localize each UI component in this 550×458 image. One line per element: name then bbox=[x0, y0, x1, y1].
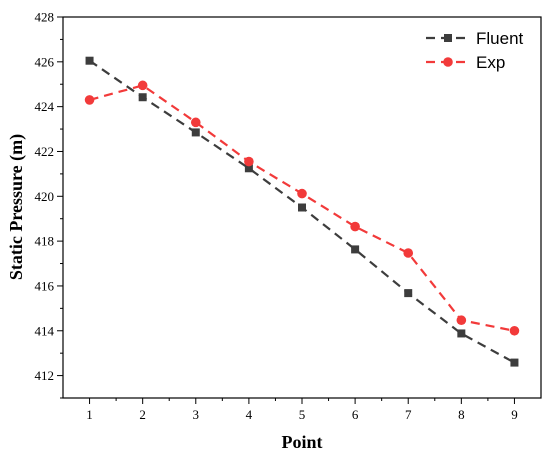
data-point-exp bbox=[509, 325, 520, 336]
data-point-fluent bbox=[244, 164, 253, 173]
x-tick-label: 3 bbox=[193, 407, 200, 422]
x-tick-label: 7 bbox=[405, 407, 412, 422]
data-point-exp bbox=[403, 248, 414, 258]
x-tick-label: 9 bbox=[511, 407, 518, 422]
legend-label-fluent: Fluent bbox=[476, 29, 524, 48]
y-axis: 412 414 416 418 420 422 424 426 428 bbox=[35, 10, 63, 399]
y-tick-label: 418 bbox=[35, 234, 55, 249]
y-tick-label: 426 bbox=[35, 54, 55, 69]
data-point-fluent bbox=[510, 358, 519, 367]
x-tick-label: 5 bbox=[299, 407, 306, 422]
data-point-fluent bbox=[404, 289, 413, 298]
data-point-exp bbox=[190, 117, 201, 128]
y-tick-label: 420 bbox=[35, 189, 55, 204]
series-layer bbox=[84, 56, 520, 367]
data-point-fluent bbox=[85, 56, 94, 65]
x-tick-label: 4 bbox=[246, 407, 253, 422]
legend-marker-exp bbox=[443, 57, 453, 67]
y-tick-label: 412 bbox=[35, 368, 55, 383]
legend-marker-fluent bbox=[444, 34, 452, 42]
data-point-fluent bbox=[457, 329, 466, 338]
data-point-exp bbox=[350, 221, 360, 232]
x-axis: 1 2 3 4 5 6 7 8 9 bbox=[86, 398, 518, 422]
x-tick-label: 8 bbox=[458, 407, 465, 422]
series-line-fluent bbox=[88, 59, 515, 364]
data-point-exp bbox=[244, 156, 254, 167]
data-point-fluent bbox=[191, 128, 200, 137]
data-point-fluent bbox=[138, 93, 147, 102]
x-tick-label: 1 bbox=[86, 407, 93, 422]
x-axis-title: Point bbox=[281, 432, 322, 452]
legend: Fluent Exp bbox=[426, 29, 524, 72]
y-tick-label: 424 bbox=[35, 99, 55, 114]
legend-label-exp: Exp bbox=[476, 53, 505, 72]
data-point-exp bbox=[84, 95, 95, 105]
data-point-exp bbox=[456, 315, 467, 326]
y-tick-label: 414 bbox=[35, 323, 55, 338]
data-point-exp bbox=[137, 80, 148, 91]
y-axis-title: Static Pressure (m) bbox=[6, 134, 27, 280]
data-point-fluent bbox=[351, 245, 360, 254]
data-point-fluent bbox=[298, 203, 306, 212]
y-tick-label: 416 bbox=[35, 278, 55, 293]
y-tick-label: 422 bbox=[35, 144, 55, 159]
y-tick-label: 428 bbox=[35, 10, 55, 25]
x-tick-label: 6 bbox=[352, 407, 359, 422]
data-point-exp bbox=[297, 188, 307, 199]
x-tick-label: 2 bbox=[139, 407, 146, 422]
